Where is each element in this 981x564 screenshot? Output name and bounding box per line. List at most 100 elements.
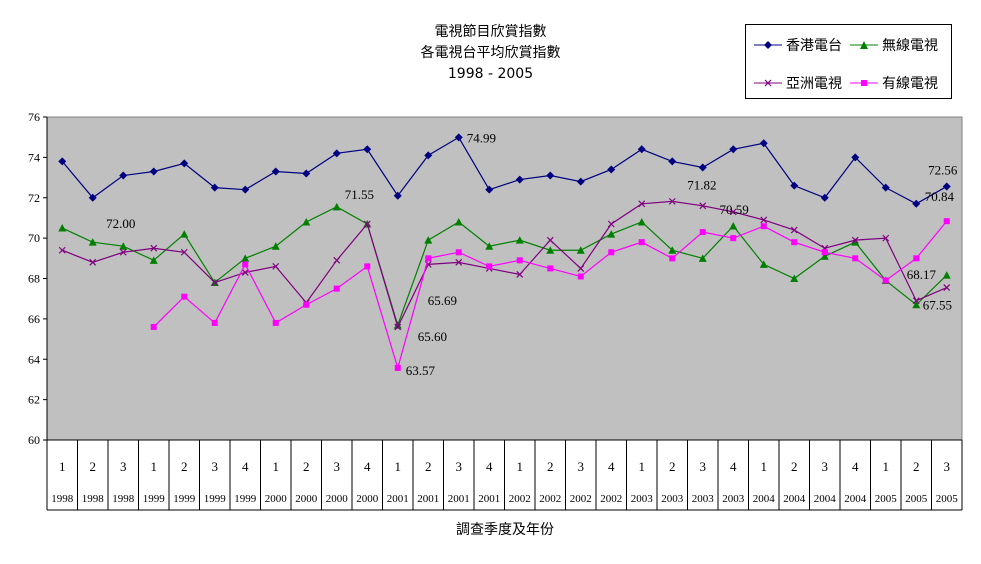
- data-point-series-1: [485, 242, 494, 250]
- data-point-series-0: [759, 139, 768, 148]
- data-point-series-2: [851, 236, 859, 244]
- x-tick-label-quarter: 1: [639, 459, 646, 474]
- data-point-series-1: [637, 217, 646, 226]
- data-point-series-1: [729, 222, 738, 230]
- data-point-series-3: [303, 301, 310, 308]
- chart-title-line-2: 各電視台平均欣賞指數: [420, 45, 561, 61]
- data-point-series-2: [180, 248, 188, 256]
- x-tick-label-year: 2002: [509, 493, 531, 505]
- data-point-series-1: [58, 224, 67, 232]
- legend: 香港電台 無線電視 亞洲電視 有線電視: [745, 24, 952, 99]
- x-tick-label-quarter: 1: [273, 459, 280, 474]
- data-point-series-1: [607, 230, 616, 238]
- data-point-series-0: [820, 193, 829, 202]
- data-point-series-2: [516, 271, 524, 278]
- y-tick-label: 66: [28, 312, 40, 326]
- data-point-series-1: [698, 254, 707, 262]
- data-point-series-3: [394, 364, 401, 371]
- x-tick-label-year: 2003: [722, 493, 745, 505]
- x-tick-label-quarter: 3: [212, 459, 219, 474]
- x-tick-label-quarter: 3: [822, 459, 829, 474]
- x-tick-label-year: 2003: [661, 493, 684, 505]
- x-tick-label-quarter: 1: [517, 459, 524, 474]
- data-point-series-1: [424, 236, 433, 244]
- legend-label: 無線電視: [882, 38, 938, 54]
- x-axis-label: 調查季度及年份: [456, 522, 554, 538]
- data-point-series-2: [58, 246, 66, 254]
- legend-label: 香港電台: [786, 38, 842, 54]
- legend-marker-x-icon: [754, 79, 782, 87]
- data-point-series-2: [882, 234, 890, 242]
- data-point-series-2: [333, 256, 341, 264]
- x-tick-label-quarter: 3: [120, 459, 127, 474]
- data-point-series-2: [394, 323, 402, 331]
- data-point-series-3: [852, 255, 859, 262]
- data-point-series-0: [210, 183, 219, 192]
- x-tick-label-quarter: 4: [730, 459, 737, 474]
- data-point-series-0: [576, 177, 585, 186]
- data-point-series-1: [912, 300, 921, 309]
- data-label: 68.17: [907, 267, 937, 282]
- x-tick-label-year: 2001: [448, 493, 470, 505]
- x-tick-label-quarter: 1: [395, 459, 402, 474]
- data-point-series-0: [668, 157, 677, 166]
- data-point-series-0: [363, 145, 372, 154]
- data-point-series-0: [88, 193, 97, 202]
- data-point-series-3: [943, 218, 950, 225]
- data-point-series-0: [546, 171, 555, 180]
- x-tick-label-year: 2000: [295, 493, 318, 505]
- data-point-series-3: [913, 255, 920, 262]
- x-tick-label-year: 2000: [265, 493, 288, 505]
- x-tick-label-quarter: 2: [181, 459, 188, 474]
- x-tick-label-year: 1998: [82, 493, 105, 505]
- legend-item-series-1: 無線電視: [850, 35, 938, 55]
- x-tick-label-quarter: 2: [90, 459, 97, 474]
- data-point-series-3: [272, 319, 279, 326]
- x-tick-label-quarter: 1: [883, 459, 890, 474]
- legend-item-series-0: 香港電台: [754, 35, 842, 55]
- data-point-series-3: [486, 263, 493, 270]
- x-tick-label-year: 2002: [539, 493, 561, 505]
- data-point-series-1: [546, 246, 555, 254]
- x-tick-label-quarter: 4: [852, 459, 859, 474]
- x-tick-label-year: 1999: [143, 493, 166, 505]
- x-tick-label-year: 2000: [326, 493, 349, 505]
- data-point-series-2: [699, 202, 707, 210]
- legend-item-series-3: 有線電視: [850, 73, 938, 93]
- data-point-series-2: [607, 220, 615, 228]
- x-tick-label-year: 2005: [875, 493, 898, 505]
- x-tick-label-year: 2005: [905, 493, 928, 505]
- data-point-series-0: [271, 167, 280, 176]
- data-point-series-3: [577, 273, 584, 280]
- x-tick-label-quarter: 3: [334, 459, 341, 474]
- x-tick-label-quarter: 4: [242, 459, 249, 474]
- data-point-series-3: [791, 239, 798, 246]
- data-point-series-0: [424, 151, 433, 160]
- legend-item-series-2: 亞洲電視: [754, 73, 842, 93]
- x-tick-label-quarter: 2: [913, 459, 920, 474]
- data-point-series-0: [607, 165, 616, 174]
- data-point-series-3: [455, 249, 462, 256]
- data-label: 71.82: [687, 177, 716, 192]
- data-point-series-1: [454, 217, 463, 226]
- x-tick-label-quarter: 3: [578, 459, 585, 474]
- data-point-series-1: [515, 236, 524, 244]
- x-tick-label-year: 2003: [631, 493, 654, 505]
- x-tick-label-year: 2001: [417, 493, 439, 505]
- data-point-series-1: [790, 274, 799, 282]
- x-tick-label-year: 2004: [814, 493, 837, 505]
- series-line-0: [61, 136, 948, 205]
- data-point-series-0: [851, 153, 860, 162]
- data-label: 74.99: [467, 130, 496, 145]
- data-point-series-2: [638, 200, 646, 208]
- data-point-series-1: [851, 238, 860, 246]
- data-point-series-2: [943, 284, 951, 292]
- data-label: 70.84: [925, 189, 955, 204]
- data-point-series-3: [760, 223, 767, 230]
- data-point-series-3: [730, 235, 737, 242]
- data-point-series-2: [546, 236, 554, 244]
- y-tick-label: 74: [28, 150, 40, 164]
- data-point-series-0: [241, 185, 250, 194]
- data-point-series-2: [729, 208, 737, 216]
- series-line-1: [61, 206, 948, 328]
